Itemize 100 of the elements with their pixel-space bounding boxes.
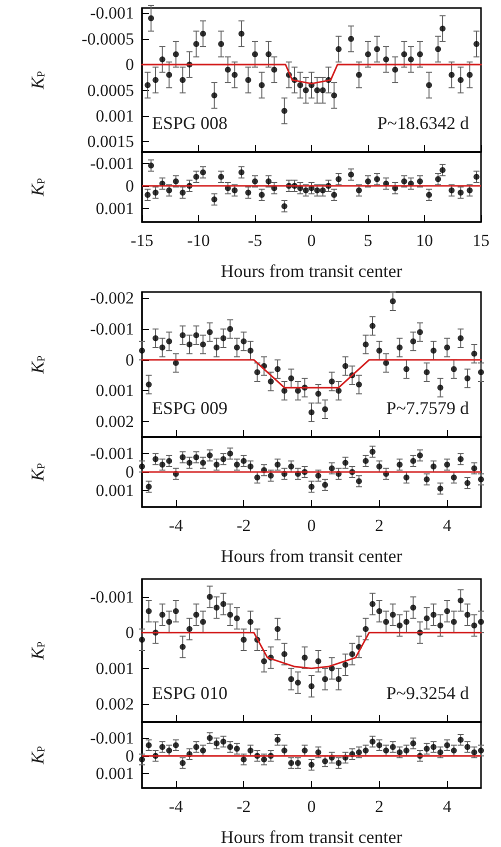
point	[437, 486, 444, 492]
point	[271, 66, 278, 73]
point	[180, 454, 186, 460]
y-tick-label: 0.002	[96, 694, 134, 714]
point	[288, 463, 294, 470]
point	[328, 465, 335, 472]
point	[139, 463, 145, 470]
point	[302, 187, 309, 194]
point	[424, 615, 430, 622]
x-tick-label: -2	[236, 516, 251, 535]
point	[440, 167, 446, 174]
point	[424, 369, 430, 376]
point	[450, 366, 457, 372]
point	[392, 66, 398, 73]
point	[288, 375, 294, 382]
point	[314, 187, 320, 194]
y-tick-label: -0.001	[90, 154, 134, 173]
x-tick-label: 2	[375, 516, 384, 535]
point	[206, 735, 213, 742]
y-tick-label: 0	[126, 350, 134, 370]
point	[322, 758, 328, 764]
point	[172, 51, 179, 58]
point	[396, 622, 403, 628]
point	[247, 463, 254, 470]
point	[356, 187, 362, 194]
point	[234, 746, 240, 752]
y-axis-title: KP	[28, 178, 48, 198]
point	[362, 748, 369, 754]
point	[322, 482, 328, 488]
point	[401, 178, 408, 184]
y-tick-label: -0.001	[90, 444, 134, 464]
point	[336, 176, 342, 182]
point	[274, 462, 281, 468]
point	[448, 187, 455, 194]
point	[348, 36, 354, 42]
point	[370, 448, 376, 455]
point	[159, 344, 166, 351]
point	[152, 77, 159, 83]
point	[376, 742, 382, 748]
y-axis-title: KP	[28, 462, 48, 482]
y-tick-label: 0	[126, 746, 134, 766]
x-tick-label: -5	[248, 231, 262, 250]
point	[152, 335, 159, 342]
point	[139, 756, 145, 762]
point	[159, 612, 166, 618]
point	[224, 66, 231, 73]
point	[466, 187, 473, 194]
point	[376, 348, 382, 354]
annotation: ESPG 010	[152, 683, 228, 703]
point	[258, 192, 265, 198]
point	[458, 736, 464, 743]
point	[288, 760, 294, 766]
point	[227, 744, 234, 750]
point	[437, 384, 444, 391]
point	[218, 41, 224, 47]
point	[294, 760, 301, 766]
point	[193, 174, 200, 180]
point	[268, 378, 274, 384]
point	[238, 169, 244, 176]
point	[200, 169, 206, 176]
point	[328, 378, 335, 384]
point	[254, 474, 260, 481]
point	[240, 458, 247, 464]
point	[450, 618, 457, 625]
point	[437, 749, 444, 756]
x-tick-label: 4	[442, 516, 452, 535]
point	[315, 749, 322, 756]
point	[444, 608, 450, 614]
x-axis-title: Hours from transit center	[220, 261, 402, 281]
point	[206, 452, 213, 458]
point	[281, 203, 288, 210]
point	[370, 601, 376, 608]
point	[180, 190, 186, 196]
point	[294, 680, 301, 686]
point	[220, 738, 226, 745]
point	[478, 618, 484, 625]
point	[444, 742, 450, 748]
point	[214, 604, 220, 611]
point	[200, 341, 206, 348]
x-tick-label: 0	[307, 516, 316, 535]
point	[471, 350, 478, 357]
point	[206, 594, 213, 600]
point	[362, 626, 369, 632]
point	[444, 344, 450, 351]
point	[166, 748, 172, 754]
point	[193, 744, 200, 750]
point	[232, 187, 238, 194]
point	[148, 162, 154, 169]
point	[146, 608, 152, 614]
point	[200, 618, 206, 625]
point	[200, 30, 206, 37]
point	[336, 46, 342, 52]
x-tick-label: -10	[187, 231, 210, 250]
point	[331, 192, 338, 198]
point	[266, 178, 272, 184]
point	[437, 622, 444, 628]
point	[383, 618, 390, 625]
point	[214, 462, 220, 468]
point	[166, 338, 172, 344]
point	[200, 748, 206, 754]
